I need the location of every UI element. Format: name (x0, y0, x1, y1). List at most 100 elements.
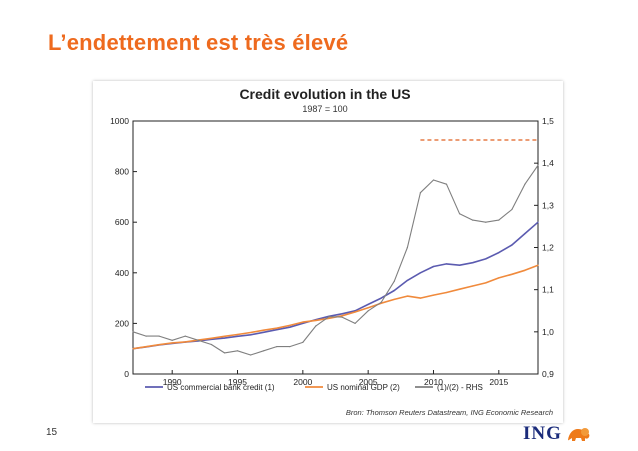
data-point (511, 273, 513, 275)
right-tick-label: 1,1 (542, 285, 554, 295)
data-point (197, 339, 199, 341)
ing-logo: ING (523, 423, 591, 445)
left-tick-label: 400 (115, 268, 129, 278)
data-point (445, 263, 448, 265)
data-point (367, 307, 369, 309)
data-point (459, 288, 461, 290)
right-tick-label: 1,5 (542, 116, 554, 126)
x-tick-label: 2015 (489, 377, 508, 387)
data-point (406, 295, 408, 297)
chart-panel: Credit evolution in the US 1987 = 100 0 2… (93, 81, 563, 423)
data-point (432, 294, 435, 296)
data-point (210, 337, 212, 339)
data-point (380, 297, 382, 299)
data-point (341, 315, 343, 317)
data-point (537, 164, 539, 166)
x-tick-label: 2000 (293, 377, 312, 387)
x-tick-label: 1995 (228, 377, 247, 387)
left-tick-label: 1000 (110, 116, 129, 126)
gdp-line (132, 264, 539, 350)
data-point (328, 317, 330, 319)
slide-title: L’endettement est très élevé (48, 30, 349, 55)
right-tick-label: 1,0 (542, 327, 554, 337)
data-point (315, 325, 317, 327)
ratio-line (132, 164, 539, 356)
data-point (445, 291, 448, 294)
data-point (276, 327, 278, 329)
left-tick-label: 0 (124, 369, 129, 379)
data-point (210, 343, 212, 346)
data-point (223, 352, 226, 354)
data-point (498, 252, 500, 254)
page-number: 15 (46, 427, 58, 438)
x-tick-label: 2010 (424, 377, 443, 387)
data-point (184, 341, 186, 343)
right-tick-label: 1,4 (542, 158, 554, 168)
data-point (459, 213, 461, 215)
data-point (406, 279, 408, 281)
data-point (328, 316, 330, 318)
data-point (393, 298, 395, 300)
data-point (472, 285, 474, 287)
data-point (511, 208, 513, 211)
data-point (524, 269, 526, 271)
data-point (250, 354, 252, 356)
data-point (537, 264, 539, 266)
data-point (459, 264, 461, 266)
data-point (341, 316, 343, 318)
data-point (263, 350, 265, 352)
data-point (432, 265, 435, 268)
data-point (419, 297, 421, 299)
data-point (354, 322, 356, 324)
x-tick-label: 2005 (359, 377, 378, 387)
data-point (171, 339, 173, 341)
data-point (302, 321, 304, 323)
data-point (524, 183, 526, 185)
data-point (537, 221, 539, 223)
chart-source: Bron: Thomson Reuters Datastream, ING Ec… (346, 408, 553, 417)
data-point (315, 319, 317, 321)
data-point (263, 329, 265, 331)
left-tick-label: 800 (115, 167, 129, 177)
data-point (289, 324, 291, 326)
data-point (276, 346, 278, 348)
data-point (171, 342, 173, 344)
data-point (472, 262, 474, 264)
credit-evolution-chart: Credit evolution in the US 1987 = 100 0 2… (110, 86, 554, 417)
data-point (158, 335, 160, 337)
logo-text: ING (523, 423, 562, 444)
data-point (236, 333, 239, 336)
data-point (236, 335, 239, 337)
data-point (145, 335, 147, 337)
data-point (419, 192, 421, 194)
data-point (158, 344, 160, 346)
data-point (145, 346, 147, 348)
data-point (432, 179, 435, 181)
data-point (132, 348, 134, 350)
data-point (184, 335, 186, 337)
data-point (354, 311, 356, 313)
data-point (393, 289, 395, 292)
legend-label: US nominal GDP (2) (327, 383, 400, 392)
data-point (367, 310, 369, 312)
data-point (393, 280, 395, 282)
left-tick-label: 200 (115, 318, 129, 328)
data-point (445, 183, 448, 185)
x-tick-label: 1990 (163, 377, 182, 387)
data-point (524, 233, 526, 235)
data-point (419, 272, 421, 274)
data-point (485, 282, 487, 284)
data-point (406, 246, 408, 249)
data-point (498, 277, 500, 279)
data-point (511, 244, 513, 246)
data-point (472, 219, 474, 221)
data-point (132, 331, 134, 333)
data-point (498, 219, 500, 221)
left-tick-label: 600 (115, 217, 129, 227)
data-point (276, 329, 278, 331)
data-point (367, 303, 369, 305)
data-point (236, 350, 239, 352)
data-point (302, 322, 304, 324)
data-point (341, 313, 343, 315)
legend-label: (1)/(2) - RHS (437, 383, 483, 392)
